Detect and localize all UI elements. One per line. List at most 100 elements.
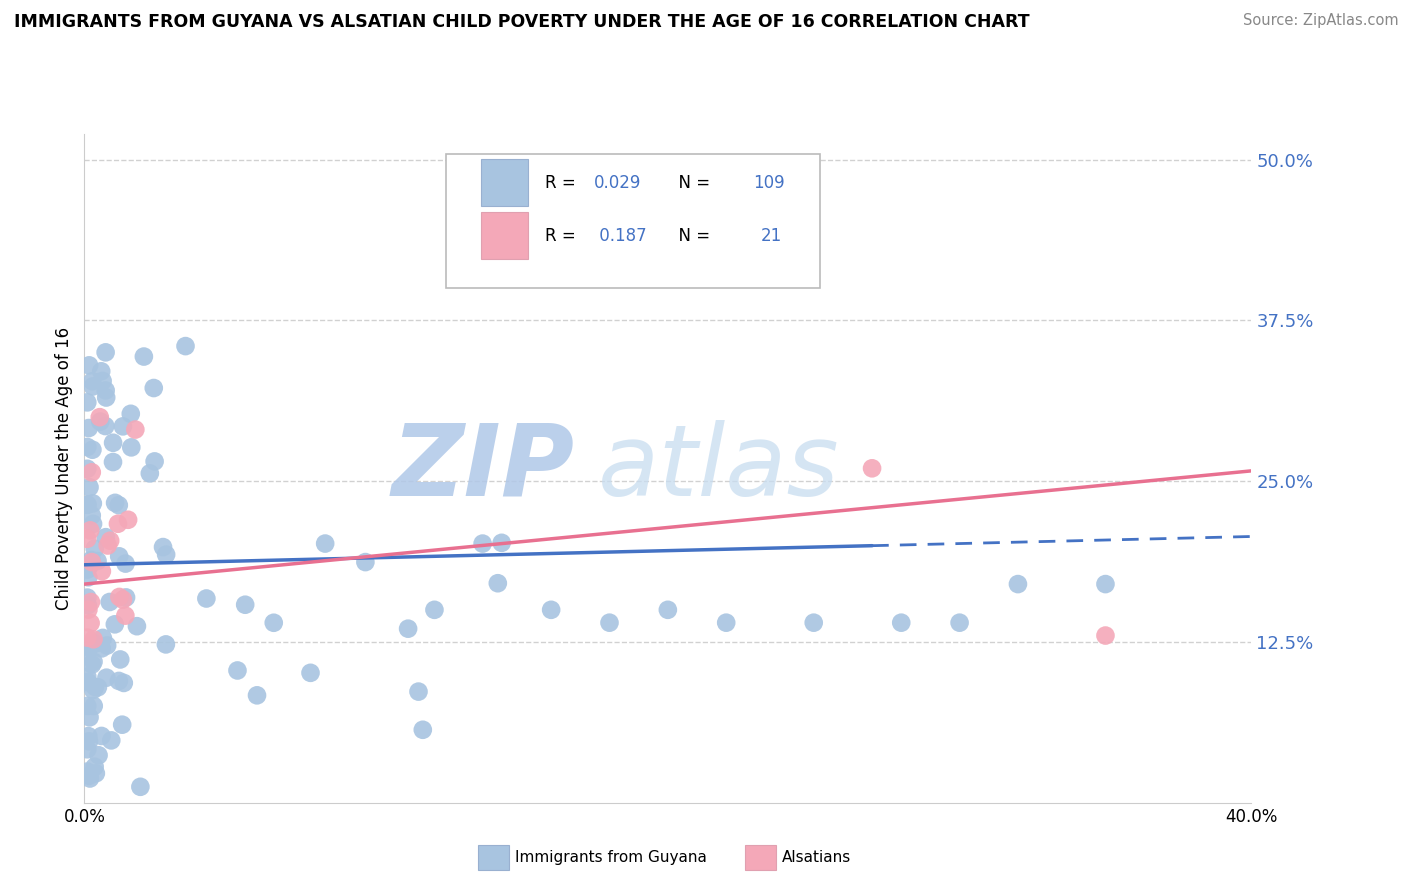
Text: Immigrants from Guyana: Immigrants from Guyana [515, 850, 706, 864]
Point [948, 615, 970, 630]
Point [79, 480, 101, 494]
Point [79, 616, 101, 631]
Point [77, 729, 100, 743]
Point [80, 555, 103, 569]
Point [82, 379, 104, 393]
Point [1007, 577, 1029, 591]
Text: N =: N = [668, 227, 716, 245]
Point [246, 689, 269, 703]
Point [714, 615, 737, 630]
Point [115, 591, 138, 605]
Text: R =: R = [546, 227, 581, 245]
Point [657, 603, 679, 617]
Point [87, 681, 110, 695]
Point [89, 415, 111, 429]
Point [111, 717, 134, 731]
Point [76, 648, 98, 662]
Point [77, 359, 100, 373]
Point [110, 652, 132, 666]
Point [142, 381, 165, 395]
Point [1094, 577, 1116, 591]
Point [83, 541, 105, 556]
Point [129, 780, 152, 794]
Point [96, 391, 118, 405]
Point [98, 533, 121, 548]
Text: ZIP: ZIP [391, 420, 575, 516]
Point [423, 603, 446, 617]
Point [98, 595, 121, 609]
Point [412, 723, 434, 737]
Point [112, 676, 135, 690]
Point [84, 766, 107, 780]
Point [108, 549, 131, 564]
Point [77, 769, 100, 783]
Point [139, 467, 162, 481]
Point [77, 675, 100, 690]
Point [104, 496, 127, 510]
Point [90, 729, 112, 743]
Text: Source: ZipAtlas.com: Source: ZipAtlas.com [1243, 13, 1399, 29]
Point [83, 698, 105, 713]
Point [83, 655, 105, 669]
Point [91, 631, 114, 645]
Point [82, 682, 104, 697]
Y-axis label: Child Poverty Under the Age of 16: Child Poverty Under the Age of 16 [55, 326, 73, 610]
Point [100, 733, 122, 747]
Point [408, 684, 430, 698]
Point [114, 557, 136, 571]
Point [155, 637, 177, 651]
Point [120, 441, 142, 455]
Point [80, 657, 103, 672]
Point [354, 555, 377, 569]
Point [396, 622, 419, 636]
Point [79, 710, 101, 724]
Point [90, 364, 112, 378]
Point [82, 374, 104, 388]
Point [84, 636, 107, 650]
Point [124, 423, 146, 437]
Point [83, 760, 105, 774]
Point [90, 564, 112, 578]
Text: 21: 21 [761, 227, 783, 245]
Point [108, 673, 131, 688]
Point [91, 374, 114, 388]
Text: 109: 109 [754, 174, 785, 192]
Point [491, 536, 513, 550]
Point [77, 570, 100, 584]
Point [86, 554, 108, 568]
Point [82, 442, 104, 457]
Text: 0.029: 0.029 [595, 174, 641, 192]
Text: N =: N = [668, 174, 716, 192]
Point [890, 615, 912, 630]
Point [76, 498, 98, 512]
Point [132, 350, 155, 364]
Point [1094, 628, 1116, 642]
Point [94, 530, 117, 544]
Text: Alsatians: Alsatians [782, 850, 851, 864]
Point [76, 698, 98, 713]
Point [299, 665, 322, 680]
FancyBboxPatch shape [481, 212, 527, 260]
Text: IMMIGRANTS FROM GUYANA VS ALSATIAN CHILD POVERTY UNDER THE AGE OF 16 CORRELATION: IMMIGRANTS FROM GUYANA VS ALSATIAN CHILD… [14, 13, 1029, 31]
Point [77, 603, 100, 617]
Point [76, 562, 98, 576]
Point [90, 641, 112, 656]
Point [76, 631, 98, 645]
Point [76, 532, 98, 546]
Point [76, 640, 98, 654]
FancyBboxPatch shape [481, 160, 527, 206]
Point [155, 548, 177, 562]
Point [107, 516, 129, 531]
Point [76, 591, 98, 605]
Point [111, 419, 134, 434]
Point [263, 615, 285, 630]
Point [96, 671, 118, 685]
Point [152, 540, 174, 554]
Point [101, 435, 124, 450]
Point [125, 619, 148, 633]
Point [80, 553, 103, 567]
Point [599, 615, 621, 630]
Point [471, 536, 494, 550]
Point [226, 664, 249, 678]
Point [89, 410, 111, 425]
